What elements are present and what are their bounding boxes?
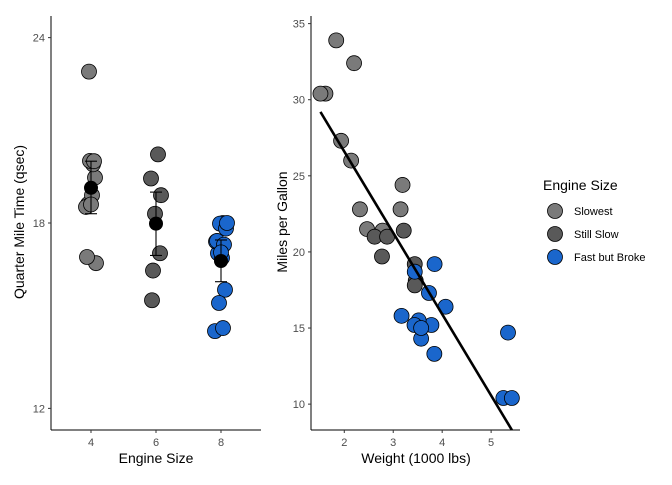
right-panel: 10 15 20 25 30 35 2 3 4 5 Weight (1000 lbs) Mile… [274, 16, 520, 466]
y-tick-label: 20 [293, 247, 305, 259]
legend-swatch [547, 226, 563, 242]
x-tick-label: 4 [439, 437, 445, 449]
qsec-point [150, 146, 166, 163]
legend-title: Engine Size [543, 177, 618, 193]
qsec-point [153, 187, 169, 204]
y-tick-label: 12 [33, 403, 45, 415]
mpg-point [395, 222, 412, 239]
qsec-point [143, 170, 159, 187]
right-y-ticks: 10 15 20 25 30 35 [293, 19, 311, 411]
x-tick-label: 5 [488, 437, 494, 449]
qsec-point [211, 295, 227, 311]
qsec-point [152, 245, 168, 262]
y-tick-label: 25 [293, 171, 305, 183]
mean-point [84, 180, 98, 195]
left-summary [84, 160, 228, 283]
x-tick-label: 3 [390, 437, 396, 449]
regression-line [319, 111, 513, 431]
y-tick-label: 30 [293, 95, 305, 107]
mean-point [214, 254, 228, 269]
legend-items: Slowest Still Slow Fast but Broke [547, 203, 646, 265]
y-tick-label: 15 [293, 323, 305, 335]
mpg-point [312, 85, 329, 102]
left-y-axis-title: Quarter Mile Time (qsec) [11, 145, 27, 299]
y-tick-label: 18 [33, 218, 45, 230]
mpg-point [426, 345, 443, 362]
mean-errorbar [149, 191, 163, 256]
y-tick-label: 24 [33, 33, 45, 45]
x-tick-label: 4 [88, 437, 94, 449]
left-x-ticks: 4 6 8 [88, 430, 224, 449]
qsec-point [79, 249, 95, 265]
left-panel: 12 18 24 4 6 8 Engine Size Quarter Mile Time… [11, 16, 261, 466]
mpg-point [406, 277, 423, 294]
mpg-point [352, 201, 368, 218]
mpg-point [392, 201, 409, 218]
right-points [312, 32, 520, 406]
mpg-point [503, 390, 520, 406]
legend-item: Slowest [547, 203, 613, 219]
mpg-point [413, 320, 430, 336]
legend-item: Still Slow [547, 226, 619, 242]
right-x-axis-title: Weight (1000 lbs) [361, 450, 470, 466]
mpg-point [328, 32, 345, 49]
mean-errorbar [84, 160, 98, 215]
y-tick-label: 35 [293, 19, 305, 31]
mpg-point [393, 307, 410, 324]
mpg-point [374, 248, 390, 265]
x-tick-label: 2 [341, 437, 347, 449]
qsec-point [144, 292, 160, 309]
left-y-ticks: 12 18 24 [33, 33, 51, 415]
mean-errorbar [214, 239, 228, 283]
legend-item: Fast but Broke [547, 249, 646, 265]
legend-label: Fast but Broke [574, 252, 646, 264]
right-y-axis-title: Miles per Gallon [274, 171, 290, 272]
qsec-point [217, 281, 233, 298]
mean-point [149, 216, 163, 231]
legend-swatch [547, 249, 563, 265]
legend-label: Slowest [574, 206, 613, 218]
qsec-point [219, 215, 235, 231]
qsec-point [81, 63, 97, 80]
legend-label: Still Slow [574, 229, 619, 241]
x-tick-label: 6 [153, 437, 159, 449]
right-x-ticks: 2 3 4 5 [341, 430, 494, 449]
qsec-point [215, 320, 231, 336]
left-x-axis-title: Engine Size [119, 450, 194, 466]
x-tick-label: 8 [218, 437, 224, 449]
qsec-point [145, 262, 161, 279]
y-tick-label: 10 [293, 399, 305, 411]
mpg-point [500, 324, 516, 341]
legend-swatch [547, 203, 563, 219]
mpg-point [394, 177, 411, 193]
mpg-point [426, 256, 443, 272]
mpg-point [346, 55, 362, 72]
legend: Engine Size Slowest Still Slow Fast but Br… [543, 177, 646, 265]
